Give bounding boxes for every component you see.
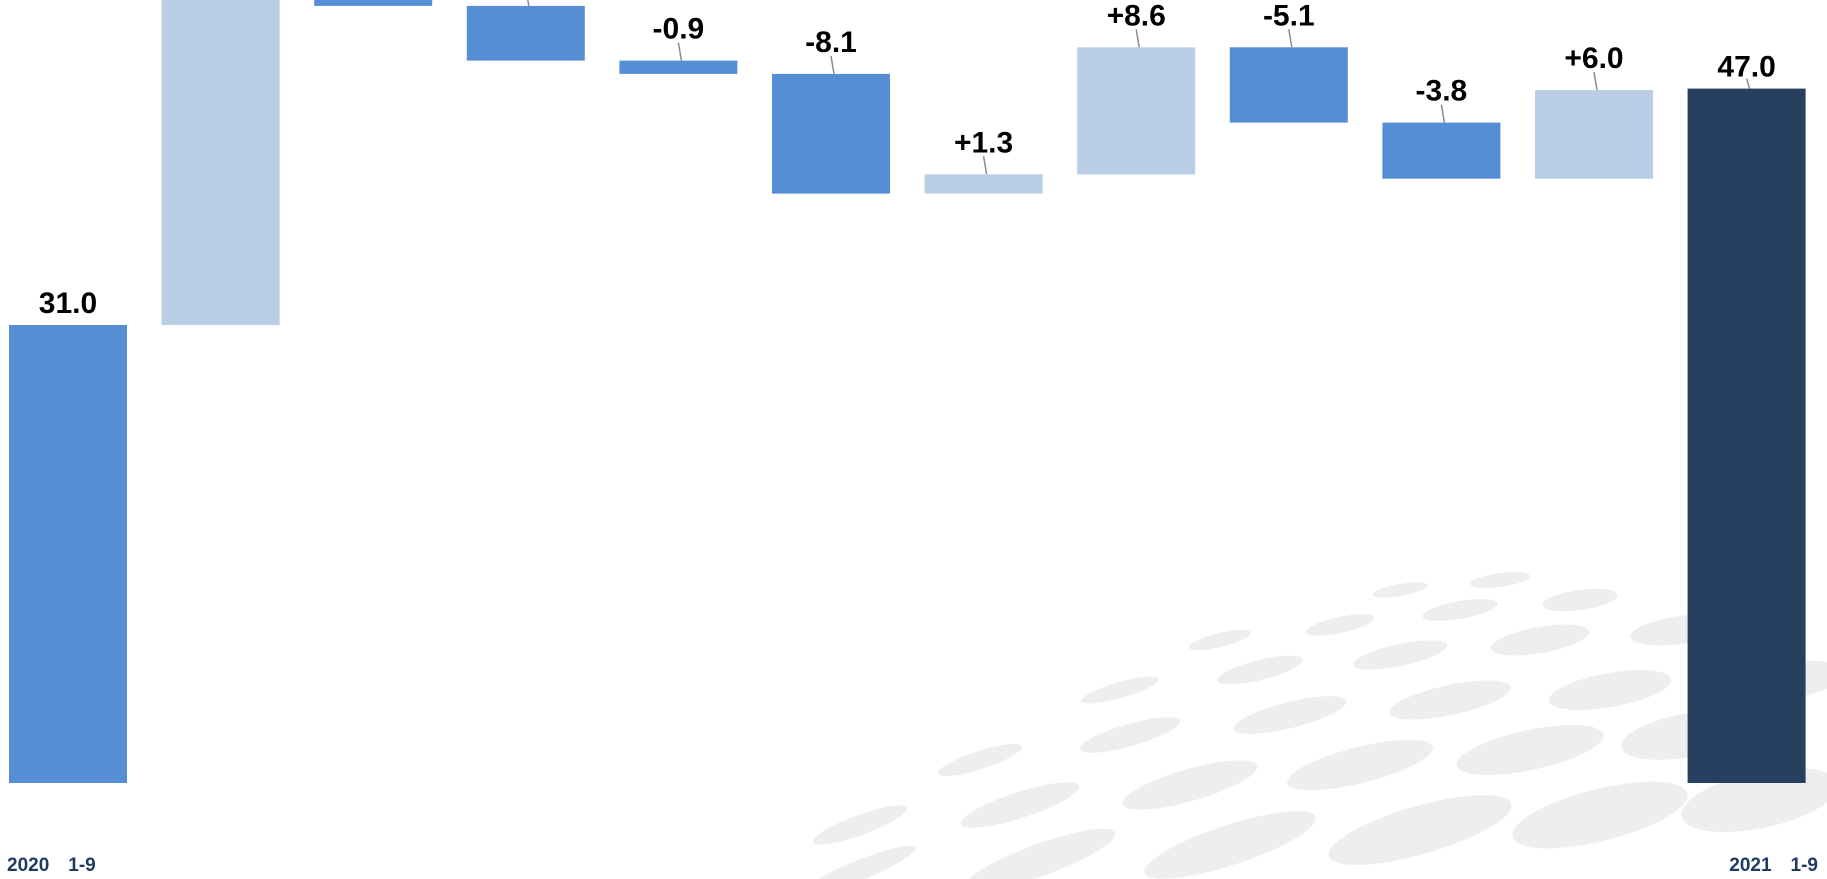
bar-9: [1382, 122, 1501, 179]
bar-0: [9, 325, 127, 783]
label-leader-line-8: [1288, 29, 1293, 48]
bar-5: [772, 73, 890, 194]
bar-1: [161, 0, 280, 325]
category-label-0: 2020 1-9: [7, 855, 96, 876]
data-label-9: -3.8: [1416, 75, 1468, 108]
data-label-0: 31.0: [39, 287, 97, 320]
data-label-6: +1.3: [954, 126, 1013, 159]
bar-11: [1687, 88, 1806, 784]
label-leader-line-4: [677, 42, 683, 61]
label-leader-line-3: [527, 0, 530, 7]
data-label-5: -8.1: [805, 26, 857, 59]
category-label-11: 2021 1-9: [1729, 855, 1818, 876]
data-label-8: -5.1: [1263, 0, 1315, 32]
data-label-7: +8.6: [1107, 0, 1166, 32]
bar-8: [1229, 47, 1348, 123]
label-leader-line-10: [1593, 71, 1598, 91]
label-leader-line-6: [982, 156, 988, 175]
data-label-4: -0.9: [653, 13, 705, 46]
bar-4: [619, 60, 738, 74]
bar-7: [1077, 47, 1196, 175]
bar-10: [1535, 90, 1653, 179]
label-leader-line-5: [830, 55, 835, 75]
bar-6: [924, 174, 1043, 194]
data-label-10: +6.0: [1564, 42, 1623, 75]
bar-2: [314, 0, 433, 6]
data-label-11: 47.0: [1717, 51, 1775, 84]
bar-3: [466, 5, 585, 61]
label-leader-line-7: [1135, 29, 1140, 48]
label-leader-line-11: [1745, 78, 1751, 89]
label-leader-line-9: [1440, 104, 1446, 123]
